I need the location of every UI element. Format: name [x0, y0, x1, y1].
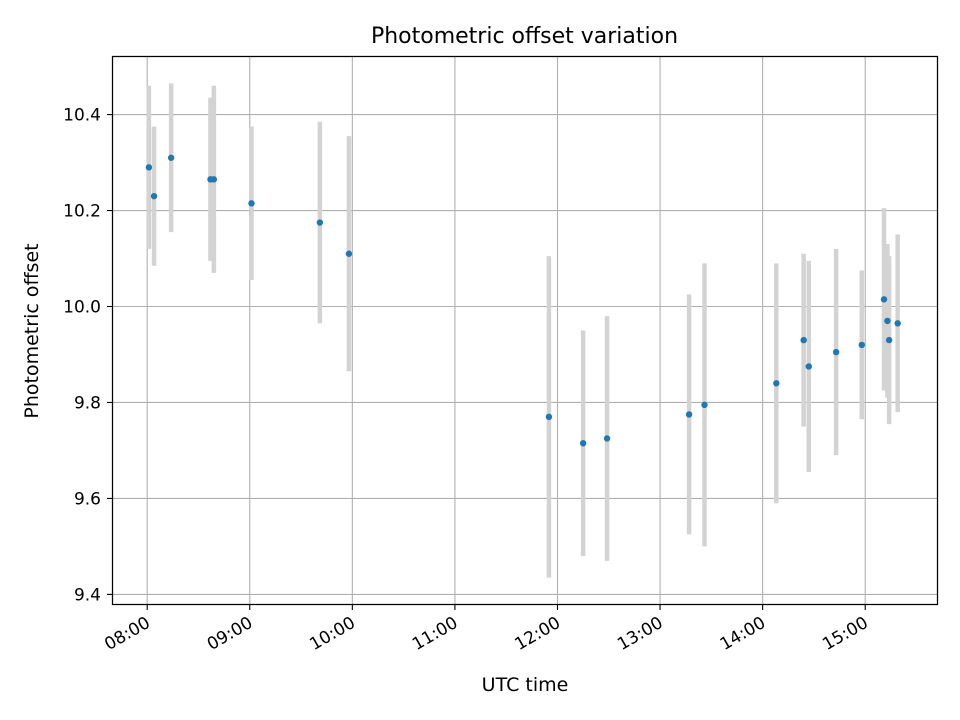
data-point	[685, 411, 693, 418]
data-point	[884, 317, 891, 325]
data-point	[603, 435, 611, 442]
y-tick-label: 10.2	[63, 202, 101, 222]
y-axis-label: Photometric offset	[21, 243, 43, 418]
y-axis-ticks: 9.4 9.6 9.8 10.0 10.2 10.4	[63, 106, 113, 605]
data-point	[885, 336, 893, 344]
y-tick-label: 10.0	[63, 298, 101, 318]
data-point	[167, 154, 175, 161]
y-tick-label: 10.4	[63, 106, 101, 126]
data-points	[145, 154, 901, 447]
data-point	[805, 363, 812, 370]
data-point	[316, 219, 324, 226]
data-point	[832, 348, 840, 356]
data-point	[701, 401, 708, 409]
data-point	[210, 176, 218, 183]
x-axis-label: UTC time	[482, 674, 569, 696]
data-point	[345, 250, 353, 257]
data-point	[150, 192, 158, 200]
data-point	[858, 341, 865, 349]
data-point	[248, 200, 255, 207]
data-point	[545, 413, 553, 421]
data-point	[773, 380, 780, 387]
grid-lines	[113, 57, 937, 604]
data-point	[145, 164, 153, 171]
data-point	[894, 320, 901, 327]
data-point	[880, 296, 888, 303]
data-point	[579, 440, 587, 447]
y-tick-label: 9.8	[74, 393, 101, 413]
chart-title: Photometric offset variation	[371, 24, 678, 49]
plot-frame	[111, 55, 939, 606]
y-tick-label: 9.6	[74, 489, 101, 509]
data-point	[800, 336, 807, 344]
y-tick-label: 9.4	[74, 585, 101, 605]
